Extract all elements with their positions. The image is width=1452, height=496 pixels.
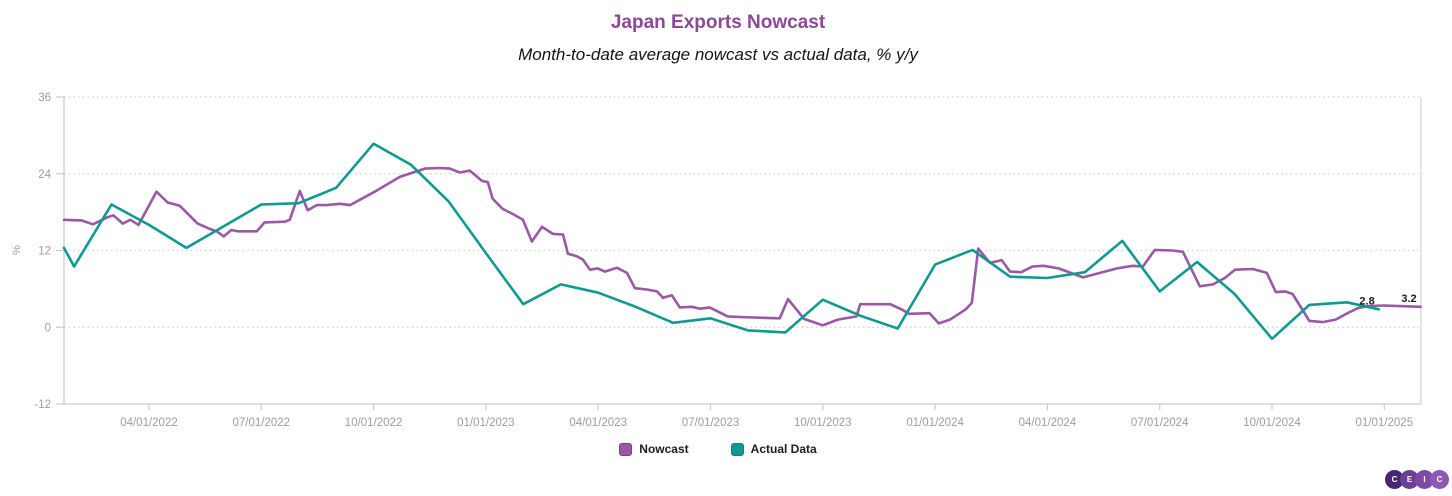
x-tick-label: 04/01/2024 [1019, 417, 1077, 429]
nowcast-end-label: 3.2 [1401, 293, 1416, 305]
x-tick-label: 04/01/2022 [120, 417, 178, 429]
actual-data-end-label: 2.8 [1359, 295, 1374, 307]
legend-label-nowcast: Nowcast [639, 442, 689, 456]
legend-swatch-nowcast [619, 442, 633, 456]
x-tick-label: 10/01/2024 [1243, 417, 1301, 429]
nowcast-line [62, 166, 1422, 327]
logo-circle-e-1: E [1400, 470, 1419, 489]
actual-data-line [62, 142, 1380, 341]
y-tick-label: 0 [45, 322, 51, 334]
legend-item-actual-data[interactable]: Actual Data [730, 442, 817, 456]
x-tick-label: 07/01/2022 [232, 417, 290, 429]
y-tick-label: 12 [38, 246, 51, 258]
x-tick-label: 07/01/2023 [682, 417, 740, 429]
logo-circle-c-3: C [1430, 470, 1449, 489]
x-tick-label: 10/01/2022 [345, 417, 403, 429]
logo-circle-i-2: I [1415, 470, 1434, 489]
y-tick-label: 24 [38, 169, 51, 181]
chart-title: Japan Exports Nowcast [610, 12, 826, 33]
legend-label-actual-data: Actual Data [750, 442, 817, 456]
x-tick-label: 10/01/2023 [794, 417, 852, 429]
legend-item-nowcast[interactable]: Nowcast [619, 442, 689, 456]
x-tick-label: 07/01/2024 [1131, 417, 1189, 429]
legend: Nowcast Actual Data [0, 440, 1436, 458]
x-tick-label: 01/01/2025 [1356, 417, 1414, 429]
x-tick-label: 01/01/2024 [906, 417, 964, 429]
x-tick-label: 01/01/2023 [457, 417, 515, 429]
chart-subtitle: Month-to-date average nowcast vs actual … [518, 45, 918, 64]
x-tick-label: 04/01/2023 [569, 417, 627, 429]
logo-circle-c-0: C [1385, 470, 1404, 489]
y-tick-label: -12 [34, 399, 51, 411]
legend-swatch-actual-data [730, 442, 744, 456]
y-tick-label: 36 [38, 92, 51, 104]
